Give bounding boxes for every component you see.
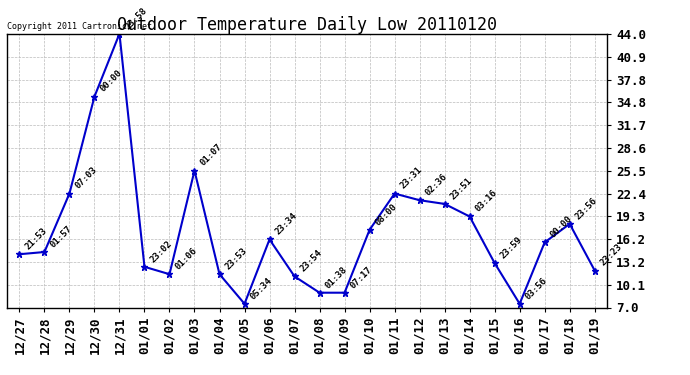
Text: 08:00: 08:00 — [374, 202, 399, 227]
Text: 07:03: 07:03 — [74, 165, 99, 191]
Text: 23:02: 23:02 — [148, 238, 174, 264]
Text: 05:34: 05:34 — [248, 276, 274, 301]
Text: 01:38: 01:38 — [324, 264, 349, 290]
Text: 07:17: 07:17 — [348, 264, 374, 290]
Text: 21:53: 21:53 — [23, 226, 49, 252]
Text: 00:00: 00:00 — [549, 214, 574, 240]
Text: 00:00: 00:00 — [99, 69, 124, 94]
Title: Outdoor Temperature Daily Low 20110120: Outdoor Temperature Daily Low 20110120 — [117, 16, 497, 34]
Text: 23:56: 23:56 — [574, 196, 599, 221]
Text: 23:31: 23:31 — [399, 165, 424, 191]
Text: 01:07: 01:07 — [199, 142, 224, 168]
Text: 23:58: 23:58 — [124, 6, 149, 31]
Text: 03:56: 03:56 — [524, 276, 549, 301]
Text: 23:53: 23:53 — [224, 246, 249, 272]
Text: 02:36: 02:36 — [424, 172, 449, 198]
Text: 23:59: 23:59 — [499, 235, 524, 260]
Text: 01:06: 01:06 — [174, 246, 199, 272]
Text: 23:51: 23:51 — [448, 176, 474, 201]
Text: 23:23: 23:23 — [599, 242, 624, 268]
Text: 03:16: 03:16 — [474, 188, 499, 214]
Text: 23:34: 23:34 — [274, 211, 299, 237]
Text: 01:57: 01:57 — [48, 224, 74, 249]
Text: Copyright 2011 Cartronics.net: Copyright 2011 Cartronics.net — [7, 22, 152, 31]
Text: 23:54: 23:54 — [299, 248, 324, 274]
